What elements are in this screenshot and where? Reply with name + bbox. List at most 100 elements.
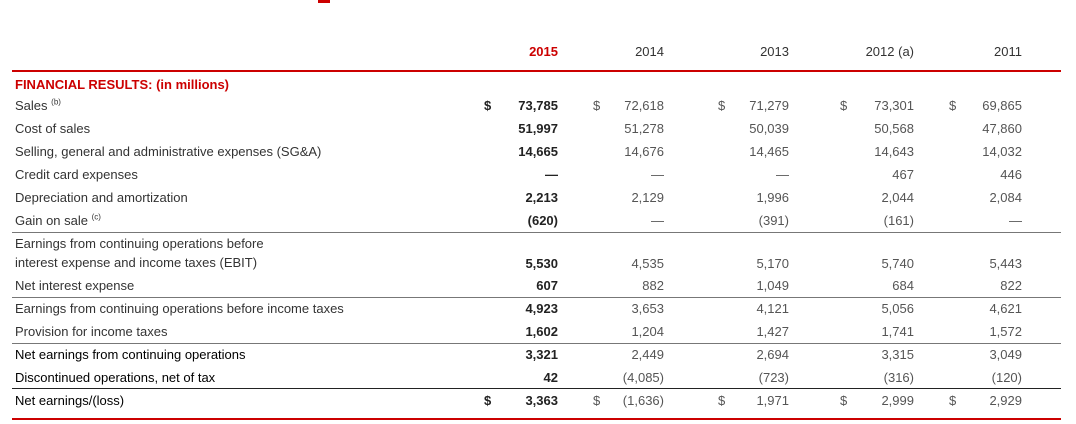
header-divider — [12, 70, 1061, 72]
row-label-cost-of-sales: Cost of sales — [15, 121, 91, 136]
cell-gain-on-sale-2013: (391) — [758, 213, 789, 228]
cell-provision-taxes-2015: 1,602 — [525, 324, 558, 339]
cell-net-earnings-loss-2013: 1,971 — [756, 393, 789, 408]
cell-net-interest-2015: 607 — [536, 278, 558, 293]
cell-credit-card-2013: — — [776, 167, 789, 182]
cell-sga-2015: 14,665 — [518, 144, 558, 159]
currency-symbol: $ — [593, 393, 601, 408]
currency-symbol: $ — [718, 98, 726, 113]
cell-gain-on-sale-2011: — — [1009, 213, 1022, 228]
row-divider — [12, 232, 1061, 233]
row-label-credit-card: Credit card expenses — [15, 167, 138, 182]
cell-gain-on-sale-2015: (620) — [527, 213, 558, 228]
cell-depreciation-2012: 2,044 — [881, 190, 914, 205]
cell-net-earnings-loss-2015: 3,363 — [525, 393, 558, 408]
cell-sga-2012: 14,643 — [874, 144, 914, 159]
cell-cost-of-sales-2013: 50,039 — [749, 121, 789, 136]
row-label-sales: Sales (b) — [15, 97, 61, 113]
cell-ebit-2013: 5,170 — [756, 256, 789, 271]
cell-sales-2013: 71,279 — [749, 98, 789, 113]
cell-discontinued-ops-2015: 42 — [543, 370, 558, 385]
cell-sales-2012: 73,301 — [874, 98, 914, 113]
cell-credit-card-2014: — — [651, 167, 664, 182]
cell-net-earnings-continuing-2013: 2,694 — [756, 347, 789, 362]
cell-cost-of-sales-2015: 51,997 — [518, 121, 558, 136]
cell-depreciation-2014: 2,129 — [631, 190, 664, 205]
cell-credit-card-2015: — — [545, 167, 558, 182]
currency-symbol: $ — [718, 393, 726, 408]
cell-net-earnings-continuing-2014: 2,449 — [631, 347, 664, 362]
cell-cost-of-sales-2012: 50,568 — [874, 121, 914, 136]
cell-discontinued-ops-2011: (120) — [991, 370, 1022, 385]
cell-discontinued-ops-2012: (316) — [883, 370, 914, 385]
cell-net-earnings-loss-2012: 2,999 — [881, 393, 914, 408]
cell-net-interest-2013: 1,049 — [756, 278, 789, 293]
year-header-2015: 2015 — [529, 44, 558, 59]
cell-depreciation-2011: 2,084 — [989, 190, 1022, 205]
section-title: FINANCIAL RESULTS: (in millions) — [15, 77, 230, 92]
cell-net-earnings-loss-2014: (1,636) — [622, 393, 664, 408]
currency-symbol: $ — [484, 393, 492, 408]
row-label-depreciation: Depreciation and amortization — [15, 190, 188, 205]
cell-discontinued-ops-2013: (723) — [758, 370, 789, 385]
year-header-2011: 2011 — [994, 44, 1022, 59]
row-label-earnings-before-taxes: Earnings from continuing operations befo… — [15, 301, 344, 316]
cell-depreciation-2015: 2,213 — [525, 190, 558, 205]
cell-sales-2015: 73,785 — [518, 98, 558, 113]
cell-credit-card-2012: 467 — [892, 167, 914, 182]
row-divider — [12, 388, 1061, 389]
row-label-ebit-line2: interest expense and income taxes (EBIT) — [15, 255, 258, 270]
cell-cost-of-sales-2011: 47,860 — [982, 121, 1022, 136]
cell-ebit-2014: 4,535 — [631, 256, 664, 271]
currency-symbol: $ — [949, 393, 957, 408]
currency-symbol: $ — [484, 98, 492, 113]
cell-earnings-before-taxes-2015: 4,923 — [525, 301, 558, 316]
row-label-ebit-line1: Earnings from continuing operations befo… — [15, 236, 264, 251]
cell-sga-2011: 14,032 — [982, 144, 1022, 159]
footer-divider — [12, 418, 1061, 420]
cell-sales-2011: 69,865 — [982, 98, 1022, 113]
cell-discontinued-ops-2014: (4,085) — [622, 370, 664, 385]
cell-earnings-before-taxes-2012: 5,056 — [881, 301, 914, 316]
year-header-2012: 2012 (a) — [865, 44, 914, 59]
row-label-gain-on-sale: Gain on sale (c) — [15, 212, 101, 228]
cell-sales-2014: 72,618 — [624, 98, 664, 113]
cell-depreciation-2013: 1,996 — [756, 190, 789, 205]
cell-cost-of-sales-2014: 51,278 — [624, 121, 664, 136]
cell-provision-taxes-2013: 1,427 — [756, 324, 789, 339]
cell-net-earnings-loss-2011: 2,929 — [989, 393, 1022, 408]
row-label-net-earnings-loss: Net earnings/(loss) — [15, 393, 125, 408]
cell-earnings-before-taxes-2014: 3,653 — [631, 301, 664, 316]
cell-net-earnings-continuing-2012: 3,315 — [881, 347, 914, 362]
cell-ebit-2015: 5,530 — [525, 256, 558, 271]
row-divider — [12, 297, 1061, 298]
row-divider — [12, 343, 1061, 344]
cell-ebit-2011: 5,443 — [989, 256, 1022, 271]
row-label-net-interest: Net interest expense — [15, 278, 135, 293]
cell-earnings-before-taxes-2013: 4,121 — [756, 301, 789, 316]
cell-sga-2013: 14,465 — [749, 144, 789, 159]
cell-net-earnings-continuing-2015: 3,321 — [525, 347, 558, 362]
cell-net-earnings-continuing-2011: 3,049 — [989, 347, 1022, 362]
cell-sga-2014: 14,676 — [624, 144, 664, 159]
cell-earnings-before-taxes-2011: 4,621 — [989, 301, 1022, 316]
currency-symbol: $ — [840, 393, 848, 408]
cell-gain-on-sale-2014: — — [651, 213, 664, 228]
row-label-discontinued-ops: Discontinued operations, net of tax — [15, 370, 216, 385]
row-label-sga: Selling, general and administrative expe… — [15, 144, 322, 159]
cell-provision-taxes-2014: 1,204 — [631, 324, 664, 339]
year-header-2014: 2014 — [635, 44, 664, 59]
cell-provision-taxes-2011: 1,572 — [989, 324, 1022, 339]
cell-net-interest-2011: 822 — [1000, 278, 1022, 293]
row-label-provision-taxes: Provision for income taxes — [15, 324, 168, 339]
currency-symbol: $ — [593, 98, 601, 113]
cell-credit-card-2011: 446 — [1000, 167, 1022, 182]
currency-symbol: $ — [840, 98, 848, 113]
cell-gain-on-sale-2012: (161) — [883, 213, 914, 228]
cell-net-interest-2012: 684 — [892, 278, 914, 293]
currency-symbol: $ — [949, 98, 957, 113]
row-label-net-earnings-continuing: Net earnings from continuing operations — [15, 347, 246, 362]
cell-ebit-2012: 5,740 — [881, 256, 914, 271]
year-header-2013: 2013 — [760, 44, 789, 59]
cell-provision-taxes-2012: 1,741 — [881, 324, 914, 339]
